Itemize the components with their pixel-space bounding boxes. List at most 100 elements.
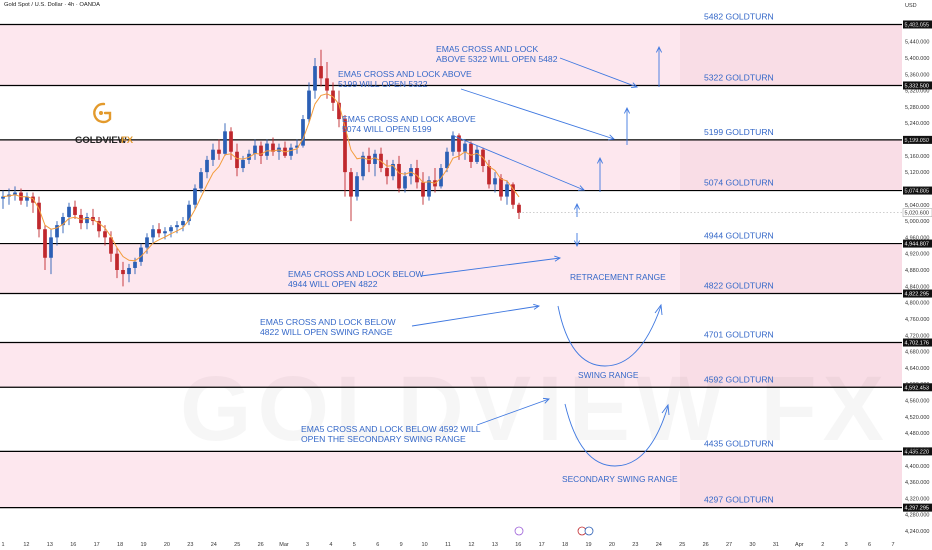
level-tag-text: 5,199.050	[905, 138, 929, 144]
retracement-range-label: RETRACEMENT RANGE	[570, 272, 666, 282]
note-5199-line: EMA5 CROSS AND LOCK ABOVE	[342, 114, 476, 124]
level-name-label: 5482 GOLDTURN	[704, 11, 774, 21]
level-tag	[903, 338, 932, 347]
candle-body	[193, 188, 197, 205]
x-tick-label: 23	[632, 542, 638, 548]
x-tick-label: 17	[539, 542, 545, 548]
y-tick-label: 4,800.000	[905, 301, 929, 307]
x-tick-label: 13	[47, 542, 53, 548]
y-tick-label: 5,400.000	[905, 56, 929, 62]
y-tick-label: 4,640.000	[905, 366, 929, 372]
candle-body	[37, 202, 41, 230]
candle-body	[25, 196, 29, 201]
arrow-note-swing-head	[533, 303, 541, 310]
note-4822-line: 4944 WILL OPEN 4822	[288, 279, 378, 289]
swing-range-curve-head	[654, 303, 663, 316]
candle-body	[493, 178, 497, 185]
watermark-text: GOLDVIEW FX	[180, 358, 890, 460]
candle-body	[43, 229, 47, 258]
y-tick-label: 5,040.000	[905, 203, 929, 209]
candle-body	[355, 176, 359, 197]
y-tick-label: 5,240.000	[905, 121, 929, 127]
candle-body	[235, 151, 239, 169]
arrow-up-5199-head	[623, 106, 631, 114]
candle-body	[229, 131, 233, 152]
level-name-label: 5322 GOLDTURN	[704, 72, 774, 82]
level-name-label: 4297 GOLDTURN	[704, 495, 774, 505]
arrow-note-5199	[453, 135, 585, 191]
x-tick-label: 20	[609, 542, 615, 548]
x-tick-label: 7	[891, 542, 894, 548]
logo-fx: FX	[121, 135, 134, 146]
level-tag-text: 4,592.453	[905, 385, 929, 391]
candle-body	[505, 184, 509, 197]
note-5322-line: 5199 WILL OPEN 5322	[338, 79, 428, 89]
x-tick-label: 20	[164, 542, 170, 548]
zone-band	[0, 24, 680, 86]
candle-body	[211, 149, 215, 160]
ema-line	[2, 93, 520, 262]
y-tick-label: 5,360.000	[905, 72, 929, 78]
candle-body	[307, 90, 311, 120]
y-tick-label: 5,000.000	[905, 219, 929, 225]
arrow-up-5322-head	[655, 45, 663, 53]
candle-body	[451, 135, 455, 152]
level-tag-text: 5,482.055	[905, 22, 929, 28]
x-tick-label: 9	[400, 542, 403, 548]
candle-body	[313, 66, 317, 91]
x-tick-label: Apr	[795, 542, 804, 548]
candle-body	[499, 178, 503, 197]
zone-band-right	[680, 342, 902, 388]
candle-body	[289, 147, 293, 156]
candle-body	[319, 66, 323, 79]
level-name-label: 5199 GOLDTURN	[704, 127, 774, 137]
swing-range-label: SWING RANGE	[578, 370, 639, 380]
candle-body	[55, 225, 59, 238]
arrow-note-5322-head	[607, 134, 615, 141]
candle-body	[265, 143, 269, 156]
candle-body	[157, 229, 161, 234]
arrow-note-4822-head	[554, 255, 562, 262]
zone-band	[0, 243, 680, 294]
logo-g-icon	[93, 102, 112, 124]
level-tag-text: 4,702.176	[905, 341, 929, 347]
y-tick-label: 4,560.000	[905, 399, 929, 405]
y-tick-label: 4,920.000	[905, 252, 929, 258]
arrow-up-5074-head	[596, 156, 604, 164]
candle-body	[403, 176, 407, 189]
level-tag-text: 4,297.295	[905, 506, 929, 512]
y-tick-label: 4,720.000	[905, 333, 929, 339]
logo-name: GOLDVIEW	[75, 135, 127, 146]
x-tick-label: 23	[187, 542, 193, 548]
logo-dot	[99, 111, 103, 115]
candle-body	[373, 153, 377, 164]
candle-body	[385, 168, 389, 177]
arrow-note-4822	[420, 257, 561, 277]
x-tick-label: 6	[376, 542, 379, 548]
level-tag-text: 5,332.500	[905, 83, 929, 89]
x-tick-label: 10	[422, 542, 428, 548]
note-4822-line: EMA5 CROSS AND LOCK BELOW	[288, 269, 425, 279]
candle-body	[439, 168, 443, 187]
candle-body	[85, 216, 89, 224]
candle-body	[343, 119, 347, 173]
arrows	[411, 45, 670, 467]
candle-body	[121, 270, 125, 275]
candle-body	[217, 149, 221, 154]
candle-body	[325, 78, 329, 91]
y-tick-label: 5,440.000	[905, 40, 929, 46]
candle-body	[133, 261, 137, 268]
y-tick-label: 5,320.000	[905, 89, 929, 95]
y-tick-label: 5,080.000	[905, 186, 929, 192]
level-tag	[903, 135, 932, 144]
zone-band-right	[680, 451, 902, 508]
zone-band	[0, 139, 680, 191]
level-tag	[903, 289, 932, 298]
zone-band-right	[680, 24, 902, 86]
y-tick-label: 5,280.000	[905, 105, 929, 111]
